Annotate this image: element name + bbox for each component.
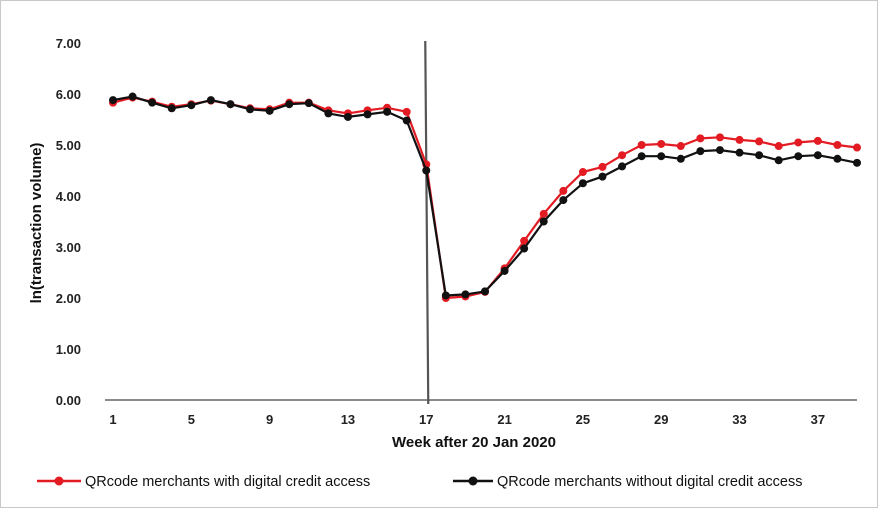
data-point <box>833 154 842 163</box>
data-point <box>735 135 744 144</box>
y-tick-label: 7.00 <box>56 36 81 51</box>
x-tick-label: 5 <box>188 412 195 427</box>
week-17-marker-line <box>424 40 430 405</box>
data-point <box>520 244 529 253</box>
y-tick-label: 3.00 <box>56 240 81 255</box>
data-point <box>618 162 627 171</box>
legend-label: QRcode merchants without digital credit … <box>497 474 802 490</box>
y-axis-ticks: 0.00 1.00 2.00 3.00 4.00 5.00 6.00 7.00 <box>56 36 81 408</box>
data-point <box>637 152 646 161</box>
data-point <box>676 142 685 151</box>
x-tick-label: 29 <box>654 412 668 427</box>
x-tick-label: 13 <box>341 412 355 427</box>
data-point <box>813 151 822 160</box>
data-point <box>794 152 803 161</box>
data-point <box>833 141 842 149</box>
data-point <box>226 100 235 109</box>
data-point <box>343 112 352 121</box>
data-point <box>853 143 861 152</box>
data-point <box>715 133 724 142</box>
y-tick-label: 2.00 <box>56 291 81 306</box>
data-point <box>696 134 705 143</box>
data-point <box>774 142 783 151</box>
x-tick-label: 9 <box>266 412 273 427</box>
data-point <box>383 107 392 116</box>
data-point <box>637 141 646 149</box>
data-point <box>363 110 372 119</box>
data-point <box>539 217 548 226</box>
data-point <box>755 151 764 160</box>
data-point <box>128 92 137 101</box>
data-point <box>618 151 627 160</box>
y-tick-label: 5.00 <box>56 138 81 153</box>
y-tick-label: 1.00 <box>56 342 81 357</box>
y-axis-title: ln(transaction volume) <box>28 143 45 304</box>
legend-label: QRcode merchants with digital credit acc… <box>85 474 370 490</box>
x-tick-label: 21 <box>497 412 511 427</box>
x-axis-ticks: 1 5 9 13 17 21 25 29 33 37 <box>109 412 825 427</box>
data-point <box>755 137 764 146</box>
series-layer <box>109 92 861 302</box>
legend: QRcode merchants with digital credit acc… <box>37 474 802 490</box>
legend-swatch-marker <box>468 476 478 486</box>
data-point <box>109 96 117 105</box>
data-point <box>500 266 509 275</box>
series-line-2 <box>112 95 858 297</box>
y-tick-label: 6.00 <box>56 87 81 102</box>
data-point <box>246 105 255 114</box>
x-axis-title: Week after 20 Jan 2020 <box>392 434 556 451</box>
data-point <box>735 148 744 157</box>
data-point <box>422 166 431 175</box>
data-point <box>578 168 587 177</box>
data-point <box>657 152 666 161</box>
data-point <box>304 99 313 108</box>
data-point <box>853 158 861 167</box>
data-point <box>657 139 666 148</box>
data-point <box>559 196 568 205</box>
y-tick-label: 0.00 <box>56 393 81 408</box>
data-point <box>148 98 157 107</box>
y-tick-label: 4.00 <box>56 189 81 204</box>
x-tick-label: 1 <box>109 412 116 427</box>
data-point <box>461 290 470 299</box>
data-point <box>402 107 411 116</box>
data-point <box>598 172 607 181</box>
legend-swatch-marker <box>54 476 64 486</box>
data-point <box>578 179 587 188</box>
data-point <box>696 147 705 156</box>
data-point <box>676 154 685 163</box>
data-point <box>598 162 607 171</box>
data-point <box>520 236 529 245</box>
data-point <box>285 100 294 109</box>
data-point <box>559 186 568 195</box>
series-line-1 <box>112 96 858 300</box>
x-tick-label: 33 <box>732 412 746 427</box>
data-point <box>206 96 215 105</box>
x-tick-label: 25 <box>576 412 590 427</box>
data-point <box>813 136 822 145</box>
x-tick-label: 37 <box>811 412 825 427</box>
data-point <box>774 156 783 165</box>
data-point <box>324 109 333 118</box>
data-point <box>265 106 274 115</box>
data-point <box>715 146 724 155</box>
x-tick-label: 17 <box>419 412 433 427</box>
data-point <box>167 104 176 113</box>
data-point <box>441 291 450 300</box>
data-point <box>187 101 196 110</box>
data-point <box>794 138 803 147</box>
data-point <box>402 116 411 125</box>
data-point <box>481 287 489 296</box>
data-point <box>539 209 548 218</box>
